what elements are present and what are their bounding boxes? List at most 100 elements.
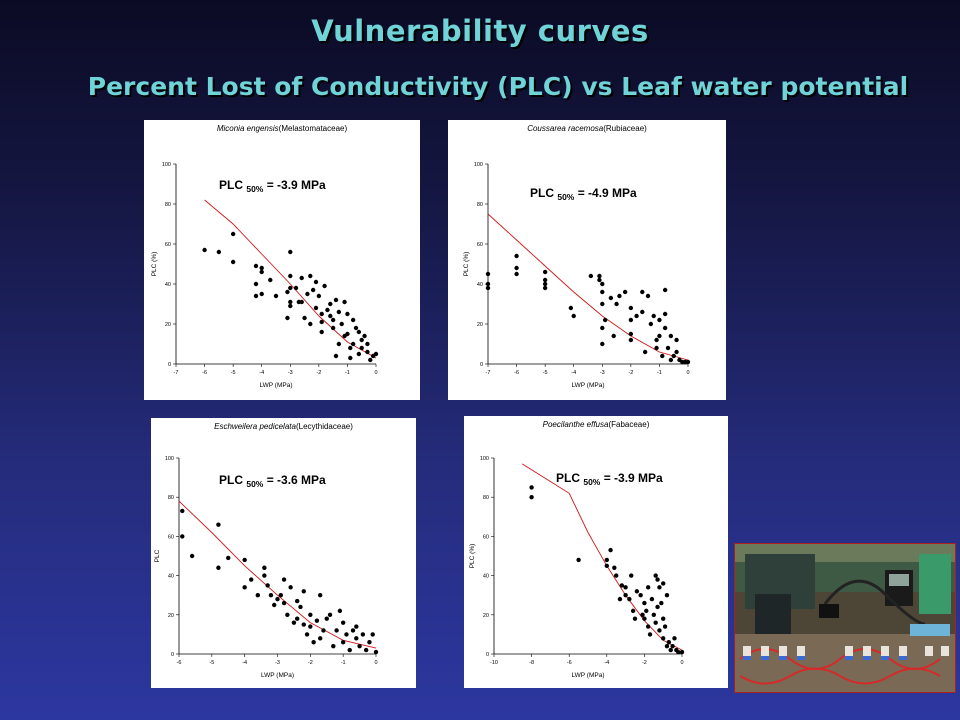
chart-2-x-tick-label: -5 [543,370,548,376]
chart-3-data-point [314,618,320,623]
chart-4-data-point [529,495,534,500]
chart-3-data-point [272,602,277,608]
chart-4-title-species: Poecilanthe effusa [543,420,609,429]
chart-1-data-point [293,285,299,291]
chart-3-x-tick-label: -2 [308,660,313,666]
chart-3-plc50-prefix: PLC [219,473,246,487]
chart-2-data-point [622,289,628,295]
chart-4-data-point [608,547,613,553]
chart-3-y-axis-label: PLC [154,549,161,562]
chart-4-plc50-prefix: PLC [556,471,583,485]
chart-1-plc50-annotation: PLC 50% = -3.9 MPa [219,178,326,194]
chart-3-data-point [357,643,362,649]
chart-3-data-point [367,640,372,645]
chart-3-data-point [265,583,270,588]
chart-4-data-point [659,600,664,606]
chart-4-data-point [647,632,653,637]
chart-2-data-point [654,345,659,351]
chart-2-data-point [485,271,491,277]
chart-1-data-point [319,311,324,317]
chart-1-data-point [288,285,293,291]
chart-4-data-point [617,596,623,602]
chart-2: Coussarea racemosa(Rubiaceae) 0 20 40 60 80 10… [463,124,691,389]
chart-2-data-point [671,353,676,359]
chart-2-data-point [597,277,602,283]
chart-3: Eschweilera pedicelata(Lecythidaceae) 0 20… [154,422,379,679]
chart-3-data-point [281,600,287,606]
chart-2-data-point [640,309,645,315]
chart-4-data-point [672,636,677,641]
chart-3-data-point [285,612,290,617]
chart-1-x-tick-label: -1 [345,370,350,376]
chart-3-x-tick-label: 0 [374,660,377,666]
chart-3-x-tick-label: -6 [177,660,182,666]
chart-4-data-point [645,585,651,590]
chart-3-data-point [242,585,247,590]
chart-2-plc50-sub: 50% [557,192,574,202]
chart-1-data-point [359,337,364,343]
chart-4-data-point [655,577,660,582]
chart-1-title-species: Miconia engensis [217,124,279,133]
chart-3-data-point [304,632,310,637]
chart-1-title-family: (Melastomataceae) [279,124,348,133]
chart-3-data-point [180,534,185,539]
chart-2-x-tick-label: -6 [514,370,519,376]
chart-2-y-tick-label: 80 [477,202,483,208]
chart-4-title: Poecilanthe effusa(Fabaceae) [543,420,650,429]
chart-3-data-point [340,620,346,625]
chart-1-data-point [373,351,379,357]
chart-4-fit-curve [521,463,683,651]
chart-3-x-axis-label: LWP (MPa) [261,672,294,679]
chart-3-data-point [295,616,300,621]
chart-1-x-tick-label: -7 [174,370,179,376]
chart-2-data-point [600,325,605,331]
chart-1-y-tick-label: 40 [165,282,171,288]
chart-1-data-point [350,317,356,323]
chart-1-data-point [305,291,310,297]
chart-1-data-point [308,321,313,327]
chart-3-data-point [242,557,247,563]
chart-4-x-tick-label: 0 [680,660,683,666]
chart-2-y-tick-label: 20 [477,322,483,328]
chart-1-data-point [325,307,330,313]
chart-1-y-tick-label: 100 [162,162,171,168]
chart-3-plc50-sub: 50% [246,479,263,489]
chart-3-x-tick-label: -4 [242,660,247,666]
chart-2-data-point [628,305,634,311]
chart-2-data-point [674,337,679,343]
chart-3-data-point [255,593,260,598]
chart-4-data-point [661,581,666,586]
chart-4-data-point [651,612,656,617]
chart-4-data-point [642,600,647,606]
chart-2-data-point [542,277,548,283]
chart-4-y-tick-label: 40 [483,574,489,580]
chart-1-data-point [353,325,359,331]
chart-1-y-axis-label: PLC (%) [151,252,158,277]
chart-2-title: Coussarea racemosa(Rubiaceae) [527,124,647,133]
chart-1-data-point [253,281,259,287]
chart-2-data-point [514,271,519,277]
chart-1-x-tick-label: -5 [231,370,236,376]
chart-2-data-point [514,265,519,271]
chart-3-data-point [249,577,254,582]
chart-1-data-point [348,355,353,361]
chart-2-data-point [485,281,491,287]
field-equipment-photo [734,543,956,693]
chart-3-y-tick-label: 60 [168,534,174,540]
chart-3-data-point [262,565,267,570]
chart-4-y-tick-label: 0 [486,652,489,658]
chart-3-data-point [363,647,369,653]
chart-2-data-point [602,317,608,323]
chart-3-data-point [216,522,221,527]
chart-1-data-point [230,231,236,237]
chart-2-data-point [657,333,662,339]
chart-1-data-point [356,329,362,335]
chart-1-data-point [365,349,370,355]
chart-1-data-point [342,299,347,305]
chart-panel-4: Poecilanthe effusa(Fabaceae) 0 20 40 60 80 100… [464,416,728,688]
chart-4-plc50-sub: 50% [583,477,600,487]
chart-1-x-axis-label: LWP (MPa) [260,382,293,389]
chart-1-data-point [368,357,373,363]
chart-1-data-point [285,315,290,321]
chart-3-data-point [354,636,359,641]
